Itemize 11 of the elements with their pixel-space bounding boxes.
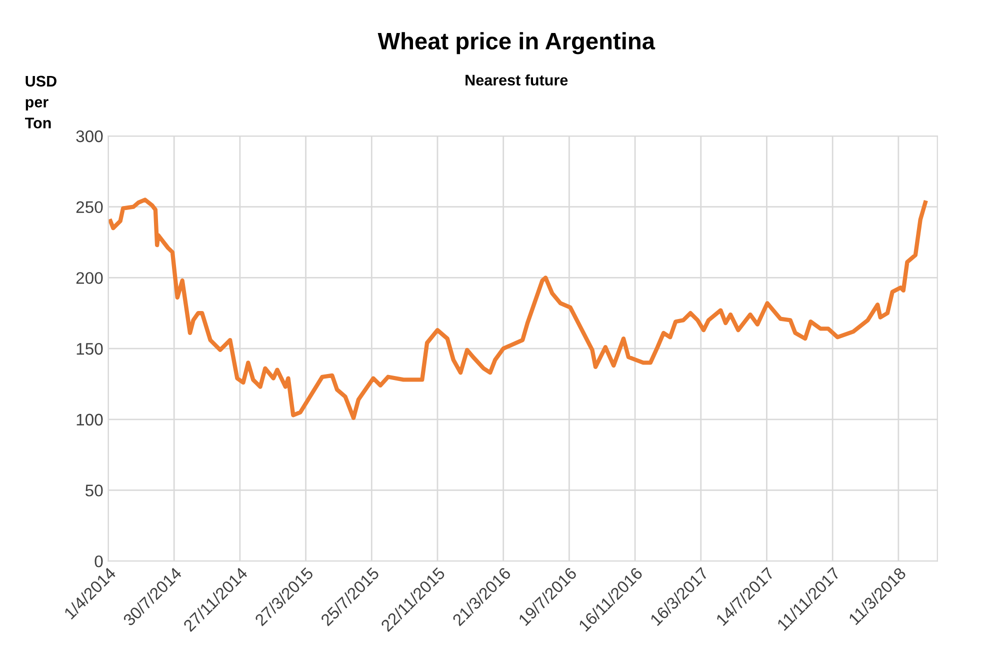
y-tick-label: 250 <box>76 201 103 214</box>
y-tick-label: 300 <box>76 130 103 142</box>
y-tick-label: 150 <box>76 342 103 355</box>
line-series <box>108 198 928 420</box>
chart-title: Wheat price in Argentina <box>378 32 656 54</box>
chart-subtitle: Nearest future <box>466 74 568 86</box>
y-tick-label: 100 <box>76 414 103 426</box>
y-tick-label: 0 <box>94 555 103 568</box>
y-tick-label: 50 <box>86 484 103 496</box>
y-tick-label: 200 <box>76 272 103 284</box>
y-axis-title: USD per Ton <box>24 76 56 128</box>
